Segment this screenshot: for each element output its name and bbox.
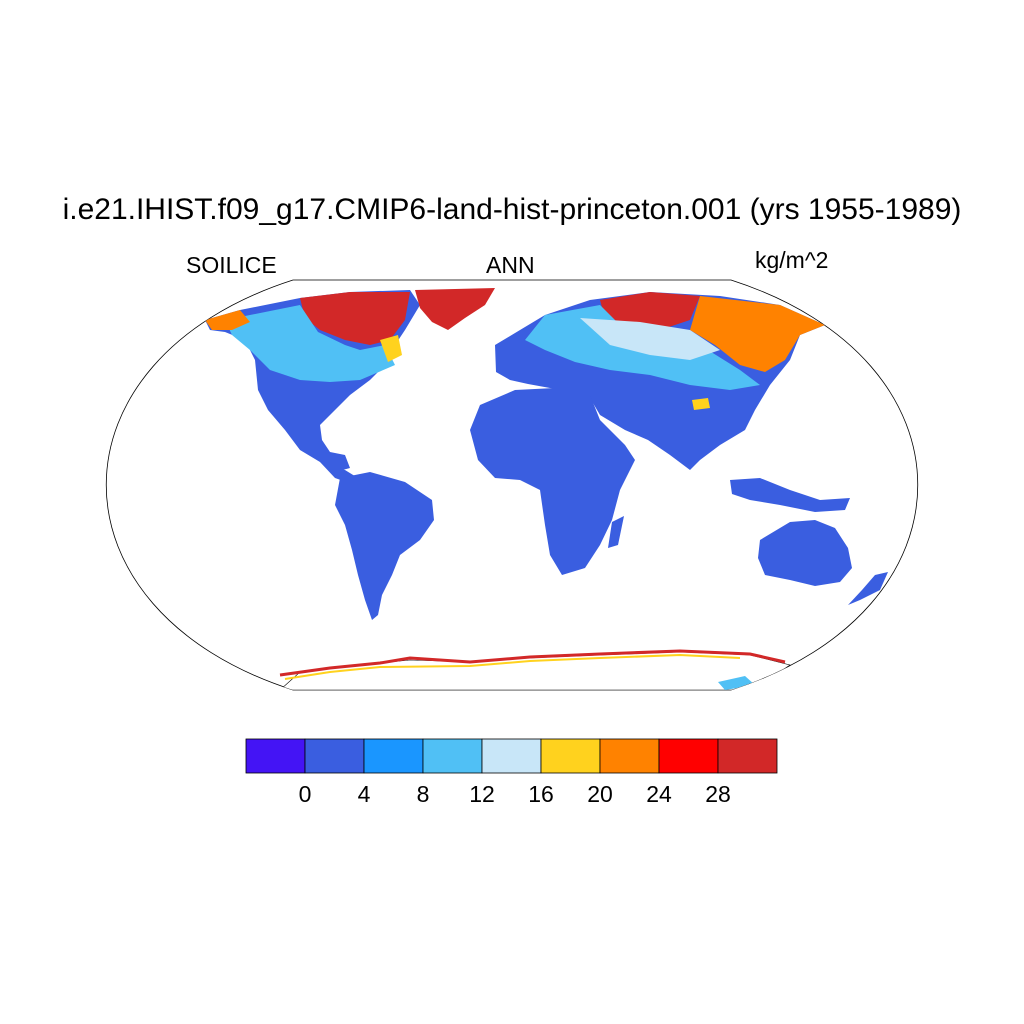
new-zealand — [848, 572, 888, 605]
colorbar-box — [599, 738, 660, 774]
variable-label: SOILICE — [186, 252, 277, 278]
antarctica-coast-band — [279, 649, 786, 677]
units-label: kg/m^2 — [755, 247, 829, 273]
labrador-orange — [380, 335, 402, 362]
canada-arctic-high — [300, 292, 410, 345]
colorbar-box — [304, 738, 365, 774]
madagascar — [608, 516, 624, 548]
colorbar-box — [422, 738, 483, 774]
south-america — [335, 472, 434, 620]
colorbar-box — [245, 738, 306, 774]
colorbar-tick-label: 16 — [528, 781, 554, 807]
season-label: ANN — [486, 252, 535, 278]
alaska-orange — [205, 310, 250, 330]
canada-band-light — [225, 305, 395, 382]
africa — [470, 388, 635, 575]
colorbar-tick-label: 20 — [587, 781, 613, 807]
colorbar-tick-label: 12 — [469, 781, 495, 807]
colorbar-tick-label: 4 — [357, 781, 371, 807]
southeast-asia-islands — [730, 478, 850, 512]
colorbar-box — [363, 738, 424, 774]
greenland — [415, 288, 495, 330]
plot-title: i.e21.IHIST.f09_g17.CMIP6-land-hist-prin… — [62, 193, 962, 226]
colorbar-tick-label: 8 — [416, 781, 430, 807]
colorbar-tick-label: 24 — [646, 781, 672, 807]
australia — [758, 520, 852, 586]
siberia-pale-band — [580, 318, 720, 360]
antarctica-coast-yellow — [284, 653, 741, 680]
colorbar-tick-label: 0 — [298, 781, 312, 807]
tibet-spot — [692, 398, 710, 410]
colorbar-tick-label: 28 — [705, 781, 731, 807]
colorbar-box — [481, 738, 542, 774]
colorbar — [245, 738, 778, 774]
siberia-east-orange — [690, 296, 825, 372]
colorbar-box — [717, 738, 778, 774]
siberia-red — [600, 292, 700, 330]
colorbar-box — [658, 738, 719, 774]
colorbar-box — [540, 738, 601, 774]
